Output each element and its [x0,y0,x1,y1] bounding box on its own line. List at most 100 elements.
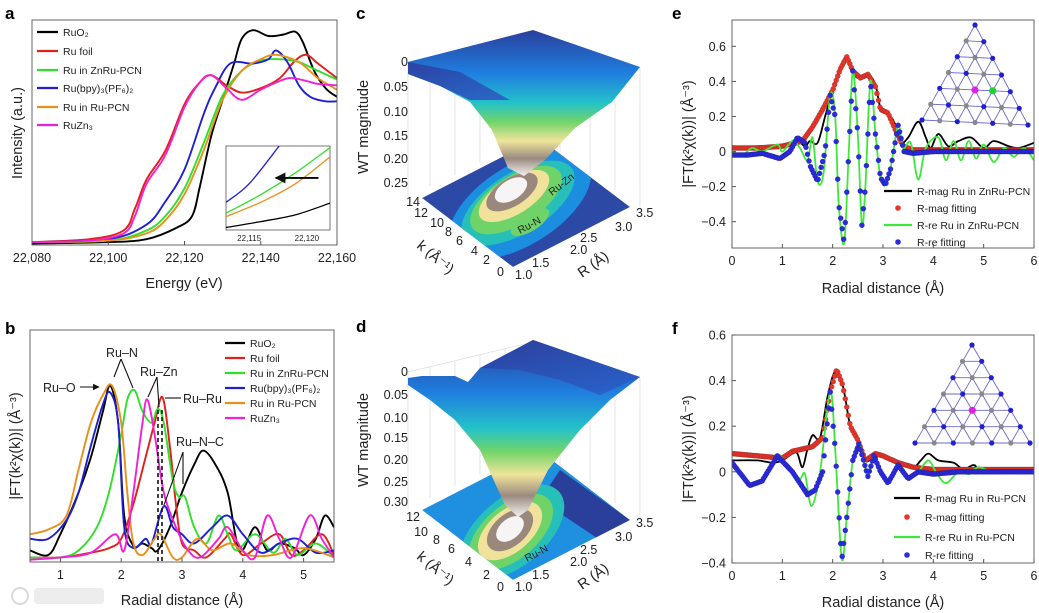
carbon-atom [940,391,947,397]
data-point [849,68,856,74]
arrow-ru-zn-1 [147,376,158,398]
y-tick-label: 0.2 [709,420,726,434]
data-point [840,387,847,394]
x-tick-label: 6 [1031,569,1038,583]
data-point [886,170,892,177]
k-tick: 6 [448,542,455,556]
data-point [862,462,868,469]
z-tick: 0.15 [384,431,408,445]
legend-item: R-re fitting [904,550,974,562]
k-tick: 2 [483,253,490,267]
data-point [875,157,882,164]
data-point [830,423,837,430]
data-point [898,135,904,142]
zn-atom [989,87,997,95]
y-tick-label: −0.2 [701,180,726,194]
nitrogen-atom [1016,105,1022,111]
nitrogen-atom [945,102,952,108]
data-point [874,90,880,97]
z-tick: 0 [401,365,408,379]
z-tick: 0.10 [384,411,408,425]
nitrogen-atom [963,70,969,76]
nitrogen-atom [931,407,937,413]
nitrogen-atom [954,119,960,125]
nitrogen-atom [972,22,978,28]
z-tick: 0.20 [384,453,408,467]
panel-label-e: e [672,4,681,23]
nitrogen-atom [912,440,918,446]
legend-item: R-mag Ru in ZnRu-PCN [884,186,1030,198]
nitrogen-atom [960,391,966,397]
data-point [821,452,827,459]
carbon-atom [981,71,987,77]
arrow-ru-n-c-1 [163,451,184,506]
data-point [824,126,830,132]
data-point [845,158,852,165]
data-point [899,142,906,148]
carbon-atom [945,69,952,76]
carbon-atom [937,118,943,124]
nitrogen-atom [1025,122,1031,128]
data-point [804,151,811,158]
data-point [860,457,867,463]
legend-label: Ru in ZnRu-PCN [63,65,142,77]
r-tick: 3.0 [615,220,632,234]
data-point [859,222,865,229]
legend-item: Ru in Ru-PCN [225,398,317,410]
x-tick-label: 0 [729,569,736,583]
inset-series [226,156,330,218]
panel-d-wavelet-surface: Ru-N 0 0.05 0.10 0.15 0.20 0.25 0.30 12 … [356,340,653,594]
panel-b-legend: RuO₂ Ru foil Ru in ZnRu-PCN Ru(bpy)₃(PF₆)₂ R… [225,338,329,425]
x-tick-label: 1 [57,568,64,582]
y-tick-label: 0.6 [709,329,726,343]
annotation-ru-o: Ru–O [43,381,76,395]
panel-c-zlabel: WT magnitude [356,80,372,174]
series-ru-in-znru-pcn [30,388,334,559]
panel-f-fitting-chart: 0 1 2 3 4 5 6 −0.4 −0.2 0 0.2 0.4 0.6 [701,329,1037,584]
carbon-atom [988,407,995,413]
nitrogen-atom [937,85,943,91]
data-point [865,473,871,480]
legend-label: RuZn₃ [250,413,280,425]
arrow-ru-zn-2 [156,376,160,408]
nitrogen-atom [950,440,956,446]
legend-label: Ru in Ru-PCN [250,398,317,410]
panel-f-structure-inset [912,342,1033,446]
panel-b-ylabel: |FT(k²χ(k))| (Å⁻³) [7,392,24,499]
r-tick: 3.5 [636,206,653,220]
legend-item: R-mag Ru in Ru-PCN [894,493,1026,505]
data-point [830,378,837,385]
data-point [865,131,871,137]
z-tick: 0.15 [384,129,408,143]
panel-d-zlabel: WT magnitude [356,393,372,487]
r-tick: 2.0 [570,243,587,257]
panel-a-xlabel: Energy (eV) [145,276,222,292]
r-tick: 3.0 [615,530,632,544]
data-point [803,144,809,151]
data-point [815,176,821,183]
data-point [839,553,846,560]
carbon-atom [1008,440,1014,446]
data-point [862,189,868,195]
legend-marker [904,514,910,520]
panel-c-wavelet-surface: Ru-Zn Ru-N 0 0.05 0.10 0.15 0.20 0.25 14… [356,30,653,282]
panel-e-structure-inset [919,22,1031,128]
data-point [843,189,850,195]
legend-label: RuZn₃ [63,120,93,132]
panel-label-f: f [672,319,678,338]
data-point [836,204,843,211]
r-tick: 2.5 [580,543,597,557]
panel-e-xlabel: Radial distance (Å) [822,280,945,297]
carbon-atom [960,424,966,430]
data-point [869,99,876,106]
x-tick-label: 2 [829,569,836,583]
y-tick-label: 0 [719,465,726,479]
legend-item: R-re fitting [895,237,966,249]
x-tick-label: 4 [930,569,937,583]
data-point [842,395,849,402]
z-tick: 0.05 [384,388,408,402]
r-tick: 1.0 [515,268,532,282]
carbon-atom [928,101,934,107]
data-point [855,441,862,448]
data-point [831,440,838,447]
